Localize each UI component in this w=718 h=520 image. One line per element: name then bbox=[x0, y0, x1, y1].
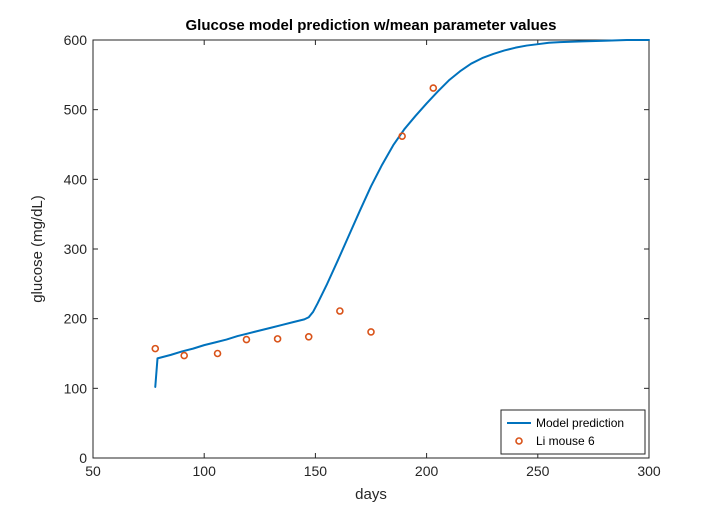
plot-box bbox=[92, 39, 650, 459]
data-point-li-mouse-6 bbox=[242, 335, 251, 344]
y-tick-label: 100 bbox=[64, 380, 88, 396]
chart-title: Glucose model prediction w/mean paramete… bbox=[186, 17, 557, 34]
data-point-li-mouse-6 bbox=[304, 332, 313, 341]
y-tick-label: 200 bbox=[64, 311, 88, 327]
data-point-li-mouse-6 bbox=[151, 344, 160, 353]
data-point-li-mouse-6 bbox=[180, 351, 188, 360]
data-point-li-mouse-6 bbox=[429, 84, 438, 92]
x-tick-label: 100 bbox=[193, 463, 217, 479]
x-tick-label: 200 bbox=[415, 463, 439, 479]
legend: Model prediction Li mouse 6 bbox=[500, 409, 646, 455]
legend-swatch-marker bbox=[515, 437, 523, 445]
y-axis-label: glucose (mg/dL) bbox=[29, 195, 46, 303]
data-point-li-mouse-6 bbox=[336, 307, 344, 315]
legend-entry-label: Model prediction bbox=[536, 416, 624, 430]
x-tick-label: 300 bbox=[637, 463, 661, 479]
data-point-li-mouse-6 bbox=[398, 132, 406, 140]
data-point-li-mouse-6 bbox=[213, 349, 222, 358]
x-axis-label: days bbox=[355, 486, 387, 503]
y-tick-label: 300 bbox=[64, 241, 88, 257]
legend-box bbox=[500, 409, 646, 455]
x-tick-label: 250 bbox=[526, 463, 550, 479]
plot-area: 50 100 150 200 250 300 0 100 200 300 400 500 600 bbox=[64, 32, 661, 479]
legend-entry-label: Li mouse 6 bbox=[536, 434, 595, 448]
y-tick-label: 500 bbox=[64, 102, 88, 118]
data-point-li-mouse-6 bbox=[367, 328, 375, 336]
x-tick-label: 150 bbox=[304, 463, 328, 479]
y-tick-label: 400 bbox=[64, 171, 88, 187]
y-tick-label: 0 bbox=[79, 450, 87, 466]
y-tick-label: 600 bbox=[64, 32, 88, 48]
x-tick-label: 50 bbox=[85, 463, 101, 479]
series-line-model-prediction bbox=[154, 39, 650, 388]
data-point-li-mouse-6 bbox=[273, 335, 282, 343]
